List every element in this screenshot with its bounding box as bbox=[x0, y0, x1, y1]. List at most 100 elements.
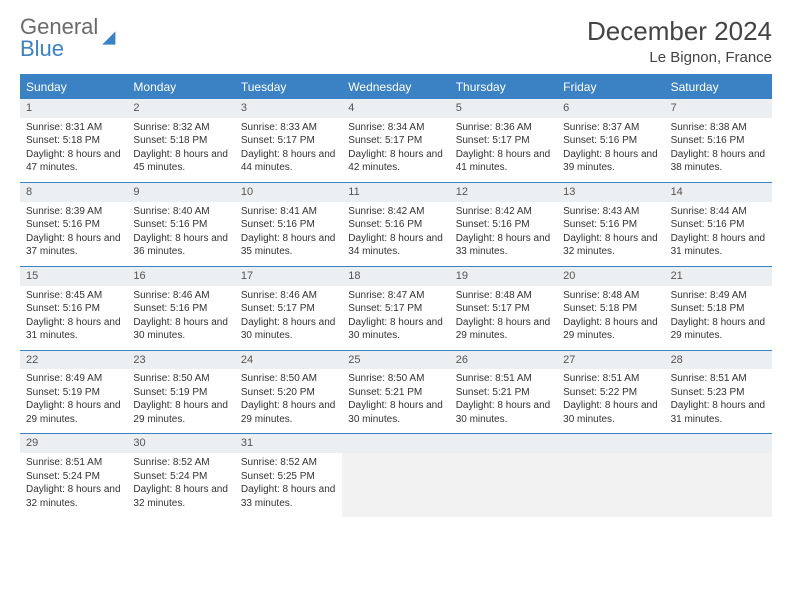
daylight-text: Daylight: 8 hours and 29 minutes. bbox=[671, 316, 766, 343]
day-cell: 8Sunrise: 8:39 AMSunset: 5:16 PMDaylight… bbox=[20, 183, 127, 266]
day-number: 26 bbox=[450, 351, 557, 370]
location-label: Le Bignon, France bbox=[587, 49, 772, 66]
day-number-empty bbox=[557, 434, 664, 453]
day-number: 17 bbox=[235, 267, 342, 286]
sunset-text: Sunset: 5:16 PM bbox=[456, 218, 551, 232]
sunrise-text: Sunrise: 8:32 AM bbox=[133, 121, 228, 135]
sunrise-text: Sunrise: 8:51 AM bbox=[563, 372, 658, 386]
sunset-text: Sunset: 5:16 PM bbox=[563, 134, 658, 148]
daylight-text: Daylight: 8 hours and 39 minutes. bbox=[563, 148, 658, 175]
day-number: 8 bbox=[20, 183, 127, 202]
day-body: Sunrise: 8:33 AMSunset: 5:17 PMDaylight:… bbox=[235, 118, 342, 182]
day-cell: 7Sunrise: 8:38 AMSunset: 5:16 PMDaylight… bbox=[665, 99, 772, 182]
day-cell: 20Sunrise: 8:48 AMSunset: 5:18 PMDayligh… bbox=[557, 267, 664, 350]
day-cell: 13Sunrise: 8:43 AMSunset: 5:16 PMDayligh… bbox=[557, 183, 664, 266]
day-number: 27 bbox=[557, 351, 664, 370]
day-cell: 4Sunrise: 8:34 AMSunset: 5:17 PMDaylight… bbox=[342, 99, 449, 182]
day-body: Sunrise: 8:31 AMSunset: 5:18 PMDaylight:… bbox=[20, 118, 127, 182]
weekday-header-row: SundayMondayTuesdayWednesdayThursdayFrid… bbox=[20, 76, 772, 98]
day-body: Sunrise: 8:38 AMSunset: 5:16 PMDaylight:… bbox=[665, 118, 772, 182]
sunset-text: Sunset: 5:24 PM bbox=[133, 470, 228, 484]
day-body: Sunrise: 8:51 AMSunset: 5:22 PMDaylight:… bbox=[557, 369, 664, 433]
sunset-text: Sunset: 5:18 PM bbox=[671, 302, 766, 316]
weekday-header: Monday bbox=[127, 76, 234, 98]
daylight-text: Daylight: 8 hours and 41 minutes. bbox=[456, 148, 551, 175]
sunset-text: Sunset: 5:17 PM bbox=[456, 302, 551, 316]
day-cell: 10Sunrise: 8:41 AMSunset: 5:16 PMDayligh… bbox=[235, 183, 342, 266]
day-body: Sunrise: 8:40 AMSunset: 5:16 PMDaylight:… bbox=[127, 202, 234, 266]
daylight-text: Daylight: 8 hours and 36 minutes. bbox=[133, 232, 228, 259]
day-number: 24 bbox=[235, 351, 342, 370]
day-number-empty bbox=[450, 434, 557, 453]
day-cell: 16Sunrise: 8:46 AMSunset: 5:16 PMDayligh… bbox=[127, 267, 234, 350]
day-cell: 29Sunrise: 8:51 AMSunset: 5:24 PMDayligh… bbox=[20, 434, 127, 517]
day-number: 11 bbox=[342, 183, 449, 202]
day-cell: 31Sunrise: 8:52 AMSunset: 5:25 PMDayligh… bbox=[235, 434, 342, 517]
day-number: 9 bbox=[127, 183, 234, 202]
day-cell: 9Sunrise: 8:40 AMSunset: 5:16 PMDaylight… bbox=[127, 183, 234, 266]
week-row: 1Sunrise: 8:31 AMSunset: 5:18 PMDaylight… bbox=[20, 98, 772, 182]
day-body: Sunrise: 8:39 AMSunset: 5:16 PMDaylight:… bbox=[20, 202, 127, 266]
sunrise-text: Sunrise: 8:51 AM bbox=[456, 372, 551, 386]
daylight-text: Daylight: 8 hours and 38 minutes. bbox=[671, 148, 766, 175]
sunrise-text: Sunrise: 8:52 AM bbox=[133, 456, 228, 470]
sunrise-text: Sunrise: 8:39 AM bbox=[26, 205, 121, 219]
day-cell: 3Sunrise: 8:33 AMSunset: 5:17 PMDaylight… bbox=[235, 99, 342, 182]
day-number: 25 bbox=[342, 351, 449, 370]
day-number: 19 bbox=[450, 267, 557, 286]
day-number: 15 bbox=[20, 267, 127, 286]
day-body: Sunrise: 8:48 AMSunset: 5:18 PMDaylight:… bbox=[557, 286, 664, 350]
weekday-header: Saturday bbox=[665, 76, 772, 98]
daylight-text: Daylight: 8 hours and 35 minutes. bbox=[241, 232, 336, 259]
day-cell: 28Sunrise: 8:51 AMSunset: 5:23 PMDayligh… bbox=[665, 351, 772, 434]
daylight-text: Daylight: 8 hours and 37 minutes. bbox=[26, 232, 121, 259]
daylight-text: Daylight: 8 hours and 47 minutes. bbox=[26, 148, 121, 175]
day-body: Sunrise: 8:44 AMSunset: 5:16 PMDaylight:… bbox=[665, 202, 772, 266]
sunrise-text: Sunrise: 8:50 AM bbox=[348, 372, 443, 386]
sunset-text: Sunset: 5:16 PM bbox=[26, 302, 121, 316]
sunrise-text: Sunrise: 8:31 AM bbox=[26, 121, 121, 135]
day-body: Sunrise: 8:48 AMSunset: 5:17 PMDaylight:… bbox=[450, 286, 557, 350]
daylight-text: Daylight: 8 hours and 32 minutes. bbox=[563, 232, 658, 259]
sunrise-text: Sunrise: 8:45 AM bbox=[26, 289, 121, 303]
day-number: 29 bbox=[20, 434, 127, 453]
sunset-text: Sunset: 5:16 PM bbox=[671, 218, 766, 232]
sunrise-text: Sunrise: 8:41 AM bbox=[241, 205, 336, 219]
day-body: Sunrise: 8:50 AMSunset: 5:21 PMDaylight:… bbox=[342, 369, 449, 433]
weekday-header: Tuesday bbox=[235, 76, 342, 98]
week-row: 29Sunrise: 8:51 AMSunset: 5:24 PMDayligh… bbox=[20, 433, 772, 517]
sunset-text: Sunset: 5:24 PM bbox=[26, 470, 121, 484]
sunrise-text: Sunrise: 8:52 AM bbox=[241, 456, 336, 470]
sunset-text: Sunset: 5:16 PM bbox=[348, 218, 443, 232]
month-title: December 2024 bbox=[587, 16, 772, 47]
sunrise-text: Sunrise: 8:38 AM bbox=[671, 121, 766, 135]
day-body: Sunrise: 8:36 AMSunset: 5:17 PMDaylight:… bbox=[450, 118, 557, 182]
sunset-text: Sunset: 5:17 PM bbox=[241, 134, 336, 148]
sunrise-text: Sunrise: 8:37 AM bbox=[563, 121, 658, 135]
sunset-text: Sunset: 5:17 PM bbox=[241, 302, 336, 316]
sunrise-text: Sunrise: 8:47 AM bbox=[348, 289, 443, 303]
brand-logo: General Blue bbox=[20, 16, 122, 60]
sunrise-text: Sunrise: 8:42 AM bbox=[348, 205, 443, 219]
day-number: 2 bbox=[127, 99, 234, 118]
sunrise-text: Sunrise: 8:48 AM bbox=[456, 289, 551, 303]
day-cell bbox=[342, 434, 449, 517]
day-body: Sunrise: 8:45 AMSunset: 5:16 PMDaylight:… bbox=[20, 286, 127, 350]
weekday-header: Thursday bbox=[450, 76, 557, 98]
sunrise-text: Sunrise: 8:50 AM bbox=[241, 372, 336, 386]
day-cell: 27Sunrise: 8:51 AMSunset: 5:22 PMDayligh… bbox=[557, 351, 664, 434]
day-number: 18 bbox=[342, 267, 449, 286]
sunset-text: Sunset: 5:16 PM bbox=[671, 134, 766, 148]
daylight-text: Daylight: 8 hours and 29 minutes. bbox=[563, 316, 658, 343]
day-cell: 19Sunrise: 8:48 AMSunset: 5:17 PMDayligh… bbox=[450, 267, 557, 350]
day-body: Sunrise: 8:46 AMSunset: 5:16 PMDaylight:… bbox=[127, 286, 234, 350]
week-row: 8Sunrise: 8:39 AMSunset: 5:16 PMDaylight… bbox=[20, 182, 772, 266]
day-number: 16 bbox=[127, 267, 234, 286]
day-body: Sunrise: 8:43 AMSunset: 5:16 PMDaylight:… bbox=[557, 202, 664, 266]
week-row: 22Sunrise: 8:49 AMSunset: 5:19 PMDayligh… bbox=[20, 350, 772, 434]
day-number: 12 bbox=[450, 183, 557, 202]
day-cell: 1Sunrise: 8:31 AMSunset: 5:18 PMDaylight… bbox=[20, 99, 127, 182]
day-cell: 2Sunrise: 8:32 AMSunset: 5:18 PMDaylight… bbox=[127, 99, 234, 182]
sunrise-text: Sunrise: 8:48 AM bbox=[563, 289, 658, 303]
brand-triangle-icon bbox=[100, 27, 122, 49]
